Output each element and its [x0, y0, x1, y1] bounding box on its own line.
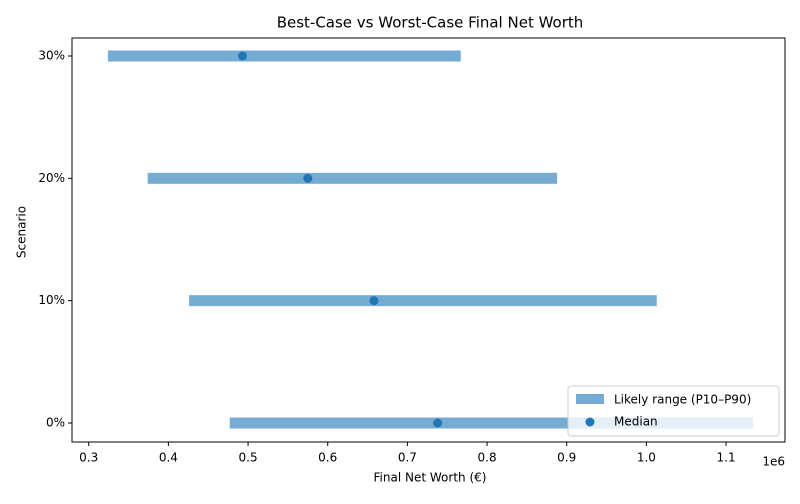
y-tick-label: 30% [38, 49, 65, 63]
x-tick-label: 1.0 [637, 451, 656, 465]
legend-box [567, 385, 780, 437]
chart-title: Best-Case vs Worst-Case Final Net Worth [277, 14, 584, 32]
y-tick-label: 0% [46, 416, 65, 430]
x-tick-label: 0.3 [79, 451, 98, 465]
median-point [303, 173, 313, 183]
median-point [433, 418, 443, 428]
range-bar [147, 172, 558, 184]
legend-marker [585, 417, 595, 427]
y-tick-label: 10% [38, 293, 65, 307]
x-tick-label: 0.6 [318, 451, 337, 465]
x-tick-label: 0.8 [478, 451, 497, 465]
x-tick-label: 0.9 [557, 451, 576, 465]
legend-label: Median [614, 415, 658, 429]
x-tick-label: 0.5 [239, 451, 258, 465]
median-point [369, 296, 379, 306]
y-axis-label: Scenario [15, 206, 29, 258]
median-point [237, 51, 247, 61]
x-axis-label: Final Net Worth (€) [374, 471, 487, 485]
axis-offset: 1e6 [762, 455, 785, 469]
range-bar [189, 295, 657, 307]
legend-label: Likely range (P10–P90) [614, 393, 751, 407]
range-bar [229, 417, 754, 429]
plot-frame [71, 37, 786, 443]
legend-swatch [576, 394, 604, 404]
x-tick-label: 0.4 [159, 451, 178, 465]
y-tick-label: 20% [38, 171, 65, 185]
x-tick-label: 1.1 [717, 451, 736, 465]
range-bar [107, 50, 461, 62]
x-tick-label: 0.7 [398, 451, 417, 465]
